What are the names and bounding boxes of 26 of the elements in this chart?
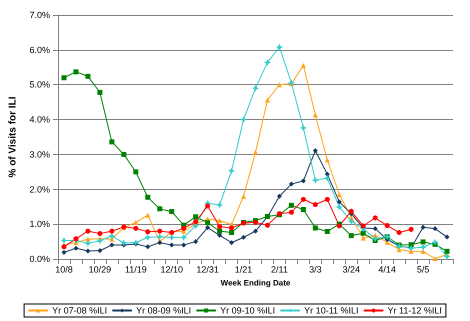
x-tick-label: 12/10 [160,264,183,274]
legend-label: Yr 11-12 %ILI [388,306,442,316]
y-tick-label: 3.0% [29,149,50,160]
legend-label: Yr 07-08 %ILI [52,306,108,316]
x-tick-label: 1/21 [234,264,252,274]
x-tick-label: 12/31 [196,264,219,274]
legend-label: Yr 10-11 %ILI [304,306,359,316]
x-tick-label: 4/14 [378,264,396,274]
x-tick-label: 3/3 [309,264,322,274]
legend-label: Yr 09-10 %ILI [220,306,276,316]
x-tick-label: 3/24 [342,264,360,274]
x-tick-label: 5/5 [416,264,430,274]
y-tick-label: 7.0% [29,10,50,20]
x-tick-label: 10/8 [55,264,73,274]
y-tick-label: 2.0% [29,184,50,194]
y-axis-title: % of Visits for ILI [8,96,18,178]
x-tick-label: 11/19 [124,264,147,274]
y-tick-label: 0.0% [29,254,50,264]
y-tick-label: 6.0% [29,44,50,55]
x-tick-label: 10/29 [88,264,112,274]
x-axis-title: Week Ending Date [220,278,291,288]
y-tick-label: 5.0% [29,80,50,90]
legend-label: Yr 08-09 %ILI [136,306,192,316]
x-tick-label: 2/11 [271,264,288,274]
y-tick-label: 4.0% [29,114,50,125]
y-tick-label: 1.0% [29,219,50,230]
